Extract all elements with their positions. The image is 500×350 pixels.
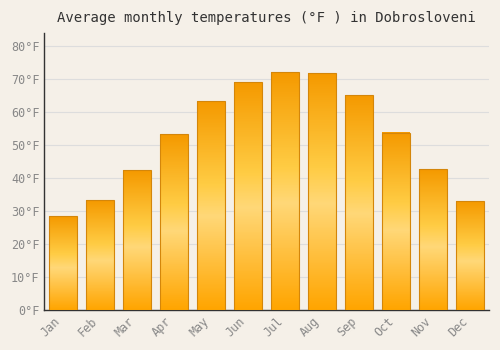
Bar <box>346 96 373 310</box>
Bar <box>234 82 262 310</box>
Bar <box>49 216 77 310</box>
Bar <box>86 200 114 310</box>
Bar <box>160 134 188 310</box>
Bar <box>382 133 410 310</box>
Bar <box>197 102 225 310</box>
Bar <box>123 170 151 310</box>
Bar <box>420 169 447 310</box>
Title: Average monthly temperatures (°F ) in Dobrosloveni: Average monthly temperatures (°F ) in Do… <box>58 11 476 25</box>
Bar <box>272 72 299 310</box>
Bar <box>456 201 484 310</box>
Bar <box>308 74 336 310</box>
